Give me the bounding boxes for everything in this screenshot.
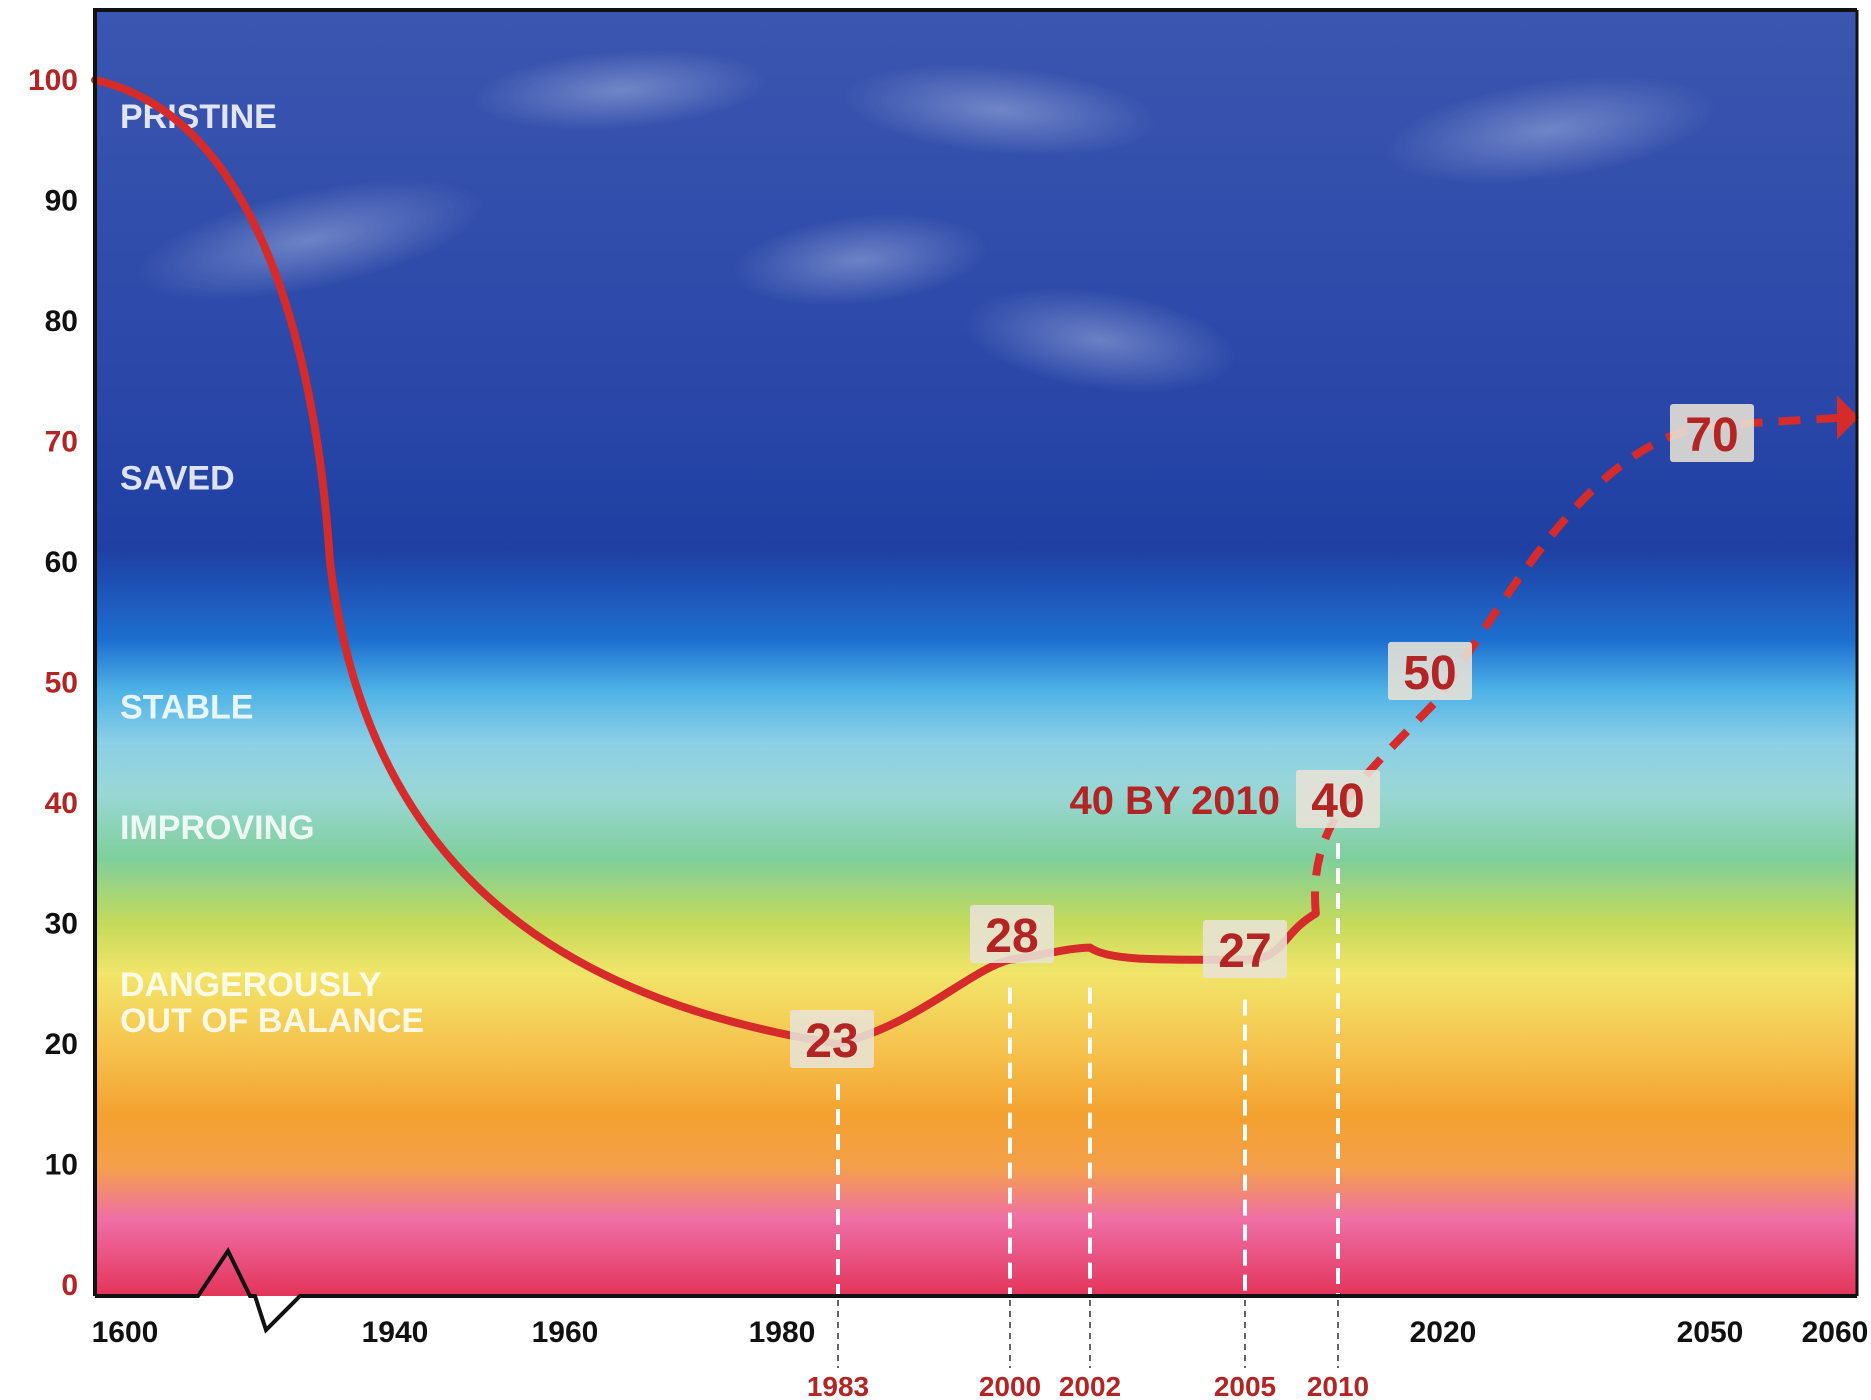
zone-label-saved: SAVED — [120, 460, 235, 498]
x-tick-1600: 1600 — [92, 1316, 159, 1349]
data-label-28: 28 — [970, 905, 1054, 963]
x-tick-2050: 2050 — [1677, 1316, 1744, 1349]
zone-label-improving: IMPROVING — [120, 809, 315, 847]
fish-texture — [133, 48, 1719, 394]
arrow-head — [1837, 395, 1859, 440]
data-label-27: 27 — [1203, 920, 1287, 978]
data-label-box-23 — [790, 1010, 874, 1068]
data-label-text-50: 50 — [1403, 647, 1456, 700]
data-label-50: 50 — [1388, 642, 1472, 700]
zone-label-dangerously: DANGEROUSLY — [120, 966, 382, 1004]
x-tick-labels: 1600 1940 1960 1980 2020 2050 2060 — [92, 1316, 1869, 1349]
data-label-box-40 — [1296, 770, 1380, 828]
y-tick-80: 80 — [45, 305, 78, 338]
event-guides — [836, 843, 1340, 1368]
data-label-text-70: 70 — [1685, 409, 1738, 462]
y-tick-100: 100 — [28, 64, 78, 97]
y-tick-20: 20 — [45, 1028, 78, 1061]
x-tick-1980: 1980 — [749, 1316, 816, 1349]
data-label-box-50 — [1388, 642, 1472, 700]
data-label-23: 23 — [790, 1010, 874, 1068]
y-tick-40: 40 — [45, 787, 78, 820]
zone-label-out-of-balance: OUT OF BALANCE — [120, 1002, 424, 1040]
data-label-70: 70 — [1670, 404, 1754, 462]
data-label-text-27: 27 — [1218, 925, 1271, 978]
zone-label-pristine: PRISTINE — [120, 98, 277, 136]
data-labels: 23 28 27 40 50 70 40 BY 2010 — [790, 404, 1754, 1068]
event-year-2005: 2005 — [1214, 1371, 1276, 1400]
data-label-40: 40 — [1296, 770, 1380, 828]
data-label-text-28: 28 — [985, 910, 1038, 963]
y-tick-70: 70 — [45, 426, 78, 459]
y-tick-0: 0 — [61, 1269, 78, 1302]
y-tick-60: 60 — [45, 546, 78, 579]
data-label-box-28 — [970, 905, 1054, 963]
event-year-1983: 1983 — [807, 1371, 869, 1400]
data-label-text-40: 40 — [1311, 775, 1364, 828]
zone-labels: PRISTINE SAVED STABLE IMPROVING DANGEROUSLYO… — [120, 98, 424, 1040]
y-tick-10: 10 — [45, 1149, 78, 1182]
x-axis-line — [95, 1246, 1857, 1334]
data-label-text-23: 23 — [805, 1015, 858, 1068]
y-tick-90: 90 — [45, 185, 78, 218]
y-tick-50: 50 — [45, 667, 78, 700]
x-tick-1960: 1960 — [532, 1316, 599, 1349]
annotation-40-by-2010: 40 BY 2010 — [1069, 779, 1280, 823]
x-tick-1940: 1940 — [362, 1316, 429, 1349]
event-year-2000: 2000 — [979, 1371, 1041, 1400]
data-label-box-27 — [1203, 920, 1287, 978]
x-tick-2060: 2060 — [1802, 1316, 1869, 1349]
event-year-2002: 2002 — [1059, 1371, 1121, 1400]
event-year-2010: 2010 — [1307, 1371, 1369, 1400]
y-tick-30: 30 — [45, 908, 78, 941]
event-year-labels: 1983 2000 2002 2005 2010 — [807, 1371, 1369, 1400]
data-label-box-70 — [1670, 404, 1754, 462]
zone-label-stable: STABLE — [120, 689, 253, 727]
x-tick-2020: 2020 — [1410, 1316, 1477, 1349]
